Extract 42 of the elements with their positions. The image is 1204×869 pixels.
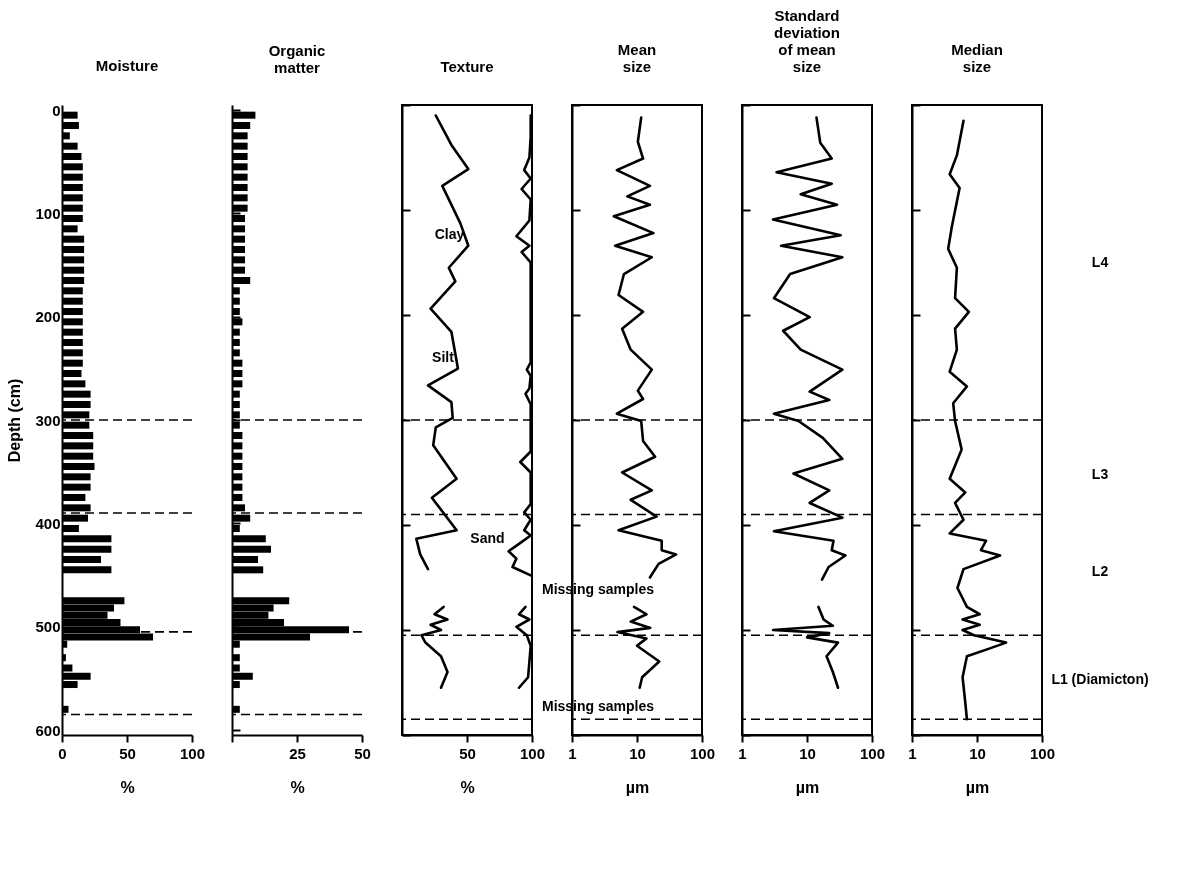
chart-title: Median size [951,41,1003,75]
x-tick-label: 10 [969,744,986,762]
x-tick-label: 100 [519,744,546,762]
y-tick-label: 100 [35,204,61,222]
y-tick-label: 200 [35,308,61,326]
text: L2 [1091,563,1109,580]
x-axis-title: µm [625,778,650,796]
x-tick-label: 1 [738,744,747,762]
x-axis-title: % [460,778,475,796]
chart-title: Standard deviation of mean size [774,7,840,75]
chart-title: Texture [440,58,494,75]
x-tick-label: 50 [354,744,371,762]
y-tick-label: 400 [35,514,61,532]
x-tick-label: 1 [908,744,917,762]
chart-title: Moisture [95,57,159,74]
text: L3 [1091,465,1109,482]
annotation: Silt [432,348,455,365]
chart-title: Mean size [617,41,657,75]
x-tick-label: 100 [179,744,206,762]
x-tick-label: 10 [799,744,816,762]
x-tick-label: 1 [568,744,577,762]
x-axis-title: % [120,778,135,796]
x-axis-title: µm [965,778,990,796]
text: L4 [1091,253,1109,270]
x-tick-label: 100 [689,744,716,762]
annotation: Sand [470,530,505,547]
text: L1 (Diamicton) [1051,671,1149,688]
x-tick-label: 25 [289,744,306,762]
annotation: Clay [434,225,465,242]
x-tick-label: 100 [859,744,886,762]
x-tick-label: 10 [629,744,646,762]
y-tick-label: 300 [35,411,61,429]
y-tick-label: 600 [35,721,61,739]
x-tick-label: 50 [459,744,476,762]
y-axis-title: Depth (cm) [6,378,24,463]
x-axis-title: % [290,778,305,796]
x-axis-title: µm [795,778,820,796]
x-tick-label: 100 [1029,744,1056,762]
x-tick-label: 50 [119,744,136,762]
y-tick-label: 500 [35,618,61,636]
y-tick-label: 0 [52,101,61,119]
chart-title: Organic matter [268,42,326,76]
